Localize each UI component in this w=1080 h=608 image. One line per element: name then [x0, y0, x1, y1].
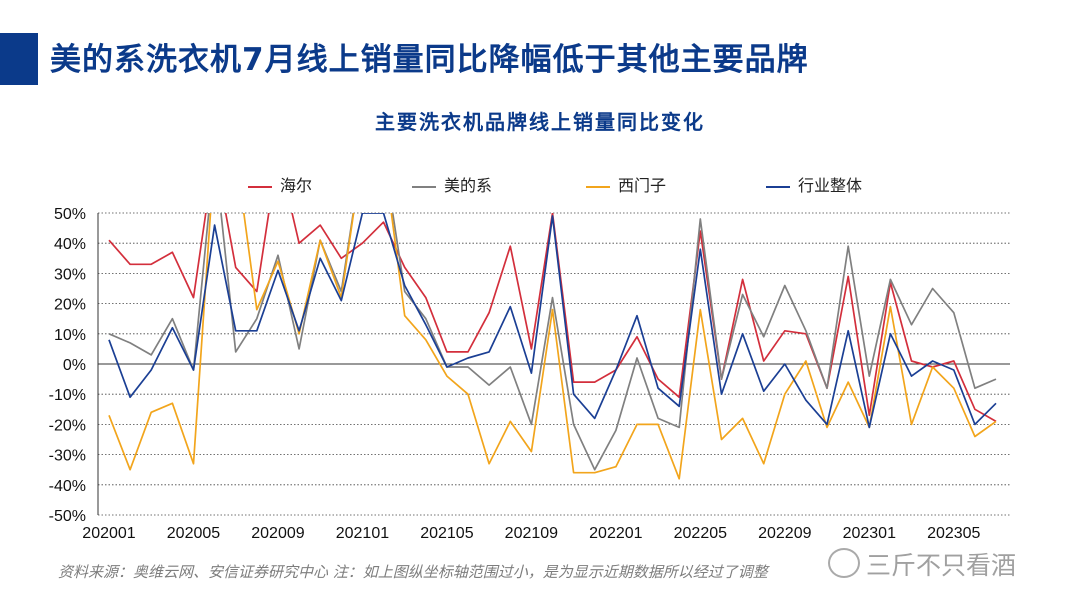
legend-label: 西门子: [618, 176, 667, 195]
y-tick-label: -40%: [49, 478, 86, 495]
y-tick-label: -10%: [49, 387, 86, 404]
y-axis: 50% 40% 30% 20% 10% 0% -10% -20% -30% -40% -50%: [49, 206, 86, 525]
watermark: 三斤不只看酒: [866, 551, 1017, 580]
title-accent-bar: [0, 33, 38, 85]
y-tick-label: 10%: [54, 327, 86, 344]
series-line-0: [108, 213, 997, 423]
grid-lines: [97, 212, 1010, 516]
y-tick-label: 50%: [54, 206, 86, 223]
x-tick-label: 202101: [336, 525, 389, 542]
x-tick-label: 202001: [82, 525, 135, 542]
legend-label: 海尔: [280, 176, 313, 195]
legend-item-industry: 行业整体: [766, 172, 862, 196]
y-tick-label: 0%: [63, 357, 86, 374]
x-tick-label: 202301: [843, 525, 896, 542]
y-tick-label: -50%: [49, 508, 86, 525]
y-tick-label: 40%: [54, 236, 86, 253]
x-tick-label: 202201: [589, 525, 642, 542]
x-tick-label: 202205: [674, 525, 727, 542]
series-lines: [108, 213, 997, 480]
chart-title: 主要洗衣机品牌线上销量同比变化: [375, 110, 705, 134]
page-title: 美的系洗衣机7月线上销量同比降幅低于其他主要品牌: [50, 42, 809, 78]
x-tick-label: 202005: [167, 525, 220, 542]
wechat-icon: [828, 548, 860, 578]
y-tick-label: 30%: [54, 266, 86, 283]
x-tick-label: 202009: [251, 525, 304, 542]
legend-item-siemens: 西门子: [586, 172, 666, 196]
legend-label: 行业整体: [798, 176, 863, 195]
x-tick-label: 202305: [927, 525, 980, 542]
y-tick-label: -30%: [49, 448, 86, 465]
x-axis: 202001 202005 202009 202101 202105 202109 2022…: [82, 525, 980, 542]
series-line-3: [108, 213, 997, 429]
y-tick-label: -20%: [49, 417, 86, 434]
chart-legend: 海尔 美的系 西门子 行业整体: [0, 172, 1080, 196]
legend-swatch: [766, 185, 790, 188]
y-tick-label: 20%: [54, 297, 86, 314]
legend-swatch: [586, 185, 610, 188]
x-tick-label: 202209: [758, 525, 811, 542]
legend-label: 美的系: [444, 176, 493, 195]
source-note: 资料来源：奥维云网、安信证券研究中心 注：如上图纵坐标轴范围过小，是为显示近期数…: [58, 563, 768, 581]
legend-swatch: [248, 185, 272, 188]
legend-item-haier: 海尔: [248, 172, 312, 196]
legend-swatch: [412, 185, 436, 188]
series-line-2: [108, 213, 997, 480]
x-tick-label: 202105: [420, 525, 473, 542]
legend-item-midea: 美的系: [412, 172, 492, 196]
series-line-1: [108, 213, 997, 471]
x-tick-label: 202109: [505, 525, 558, 542]
